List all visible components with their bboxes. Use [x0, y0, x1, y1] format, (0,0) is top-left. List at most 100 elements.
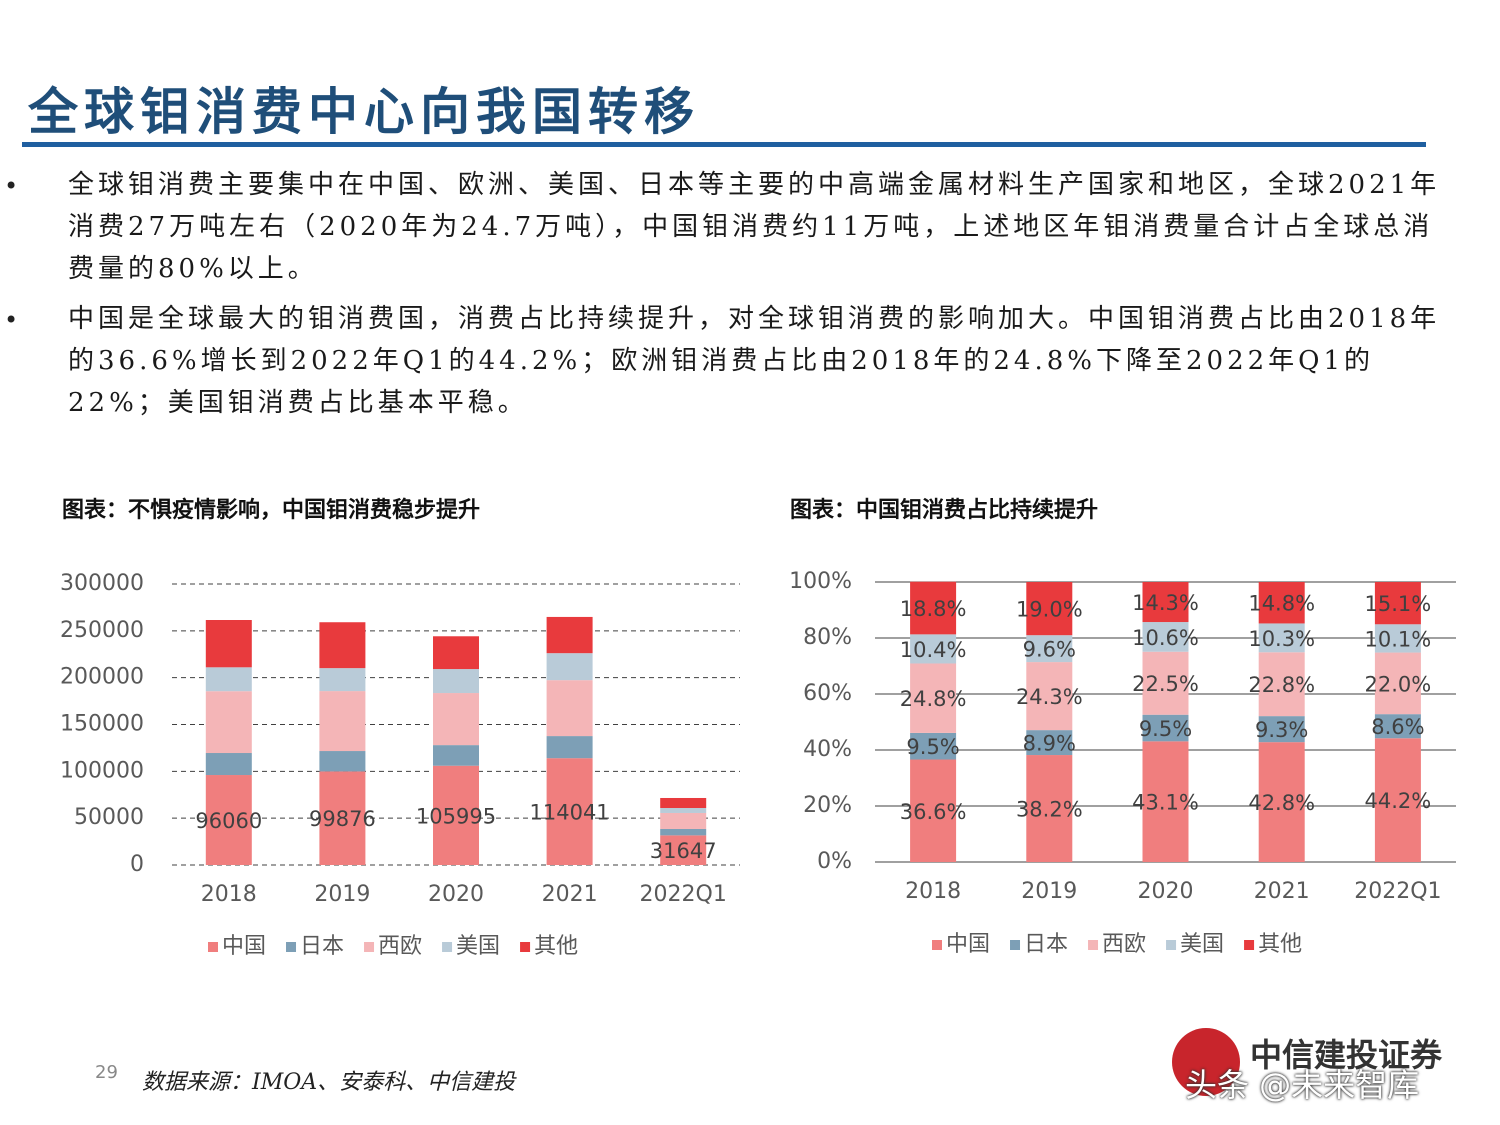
bar-segment	[1142, 622, 1189, 652]
legend-label: 美国	[1180, 932, 1224, 957]
bar-segment	[660, 808, 707, 813]
slide-title: 全球钼消费中心向我国转移	[28, 83, 700, 141]
x-tick-label: 2022Q1	[640, 882, 727, 907]
data-label: 8.9%	[1023, 732, 1076, 756]
legend-swatch	[520, 942, 531, 952]
legend-label: 其他	[534, 934, 578, 959]
bar-segment	[1026, 635, 1073, 663]
legend-swatch	[1244, 940, 1255, 950]
bar-segment	[1142, 582, 1189, 623]
y-tick-label: 80%	[803, 625, 852, 650]
bar-segment	[319, 771, 366, 865]
bar-segment	[319, 668, 366, 692]
y-tick-label: 50000	[74, 805, 144, 830]
bar-segment	[319, 622, 366, 669]
data-label: 105995	[416, 804, 496, 828]
bar-segment	[433, 745, 479, 766]
y-tick-label: 100000	[60, 758, 144, 783]
bar-segment	[910, 759, 957, 862]
y-tick-label: 300000	[60, 571, 144, 596]
bullet-text: 全球钼消费主要集中在中国、欧洲、美国、日本等主要的中高端金属材料生产国家和地区，…	[68, 170, 1441, 284]
data-label: 10.3%	[1248, 627, 1315, 651]
bar-segment	[1026, 755, 1073, 862]
bar-segment	[205, 620, 252, 668]
source: 数据来源：IMOA、安泰科、中信建投	[142, 1070, 516, 1095]
legend-label: 中国	[222, 934, 266, 959]
data-label: 19.0%	[1016, 598, 1083, 622]
data-label: 99876	[309, 807, 376, 831]
bar-segment	[660, 797, 707, 809]
data-label: 9.5%	[906, 735, 959, 759]
x-tick-label: 2018	[201, 882, 257, 907]
bar-segment	[1258, 652, 1305, 717]
y-tick-label: 200000	[60, 665, 144, 690]
bar-segment	[319, 751, 366, 772]
chart-title: 图表：中国钼消费占比持续提升	[790, 497, 1098, 523]
bar-segment	[205, 753, 252, 776]
bar-segment	[910, 634, 957, 664]
bar-segment	[1374, 582, 1421, 625]
bar-segment	[546, 736, 593, 759]
bar-segment	[1026, 730, 1073, 756]
legend-swatch	[1166, 940, 1177, 950]
bar-segment	[660, 835, 707, 865]
bar-segment	[319, 691, 366, 752]
data-label: 24.3%	[1016, 685, 1083, 709]
legend-label: 美国	[456, 934, 500, 959]
bar-segment	[1026, 662, 1073, 731]
bar-segment	[1374, 738, 1421, 862]
bar-segment	[1374, 714, 1421, 739]
y-tick-label: 250000	[60, 618, 144, 643]
data-label: 10.4%	[900, 638, 967, 662]
bar-segment	[1258, 623, 1305, 653]
bar-segment	[546, 680, 593, 737]
legend-label: 日本	[1024, 932, 1068, 957]
bar-segment	[205, 667, 252, 692]
x-tick-label: 2020	[428, 882, 484, 907]
bar-segment	[1258, 742, 1305, 862]
legend-label: 日本	[300, 934, 344, 959]
y-tick-label: 20%	[803, 793, 852, 818]
bar-segment	[546, 616, 593, 654]
bar-segment	[433, 765, 479, 865]
bar-segment	[1374, 624, 1421, 653]
data-label: 22.8%	[1248, 673, 1315, 697]
y-tick-label: 100%	[789, 569, 852, 594]
x-tick-label: 2022Q1	[1354, 879, 1441, 904]
bar-segment	[1258, 582, 1305, 624]
chart-title: 图表：不惧疫情影响，中国钼消费稳步提升	[62, 497, 480, 523]
bar-segment	[1142, 714, 1189, 742]
logo-mark	[1172, 1028, 1240, 1096]
bar-segment	[910, 732, 957, 760]
bar-segment	[1026, 582, 1073, 636]
data-label: 8.6%	[1371, 715, 1424, 739]
data-label: 9.5%	[1139, 717, 1192, 741]
data-label: 24.8%	[900, 687, 967, 711]
x-tick-label: 2019	[314, 882, 370, 907]
data-label: 38.2%	[1016, 798, 1083, 822]
bar-segment	[910, 663, 957, 733]
x-tick-label: 2021	[542, 882, 598, 907]
bullet-dot: •	[4, 172, 19, 200]
page-number: 29	[95, 1062, 118, 1083]
data-label: 114041	[530, 801, 610, 825]
bar-segment	[205, 775, 252, 865]
title-rule	[22, 142, 1426, 147]
bar-segment	[205, 691, 252, 754]
legend-swatch	[286, 942, 297, 952]
y-tick-label: 40%	[803, 737, 852, 762]
data-label: 31647	[650, 839, 717, 863]
data-label: 15.1%	[1365, 592, 1432, 616]
logo: 中信建投证券	[1250, 1036, 1443, 1074]
legend-label: 其他	[1258, 932, 1302, 957]
bullet-dot: •	[4, 306, 19, 334]
bar-segment	[546, 758, 593, 865]
data-label: 9.6%	[1023, 638, 1076, 662]
legend-swatch	[1088, 940, 1099, 950]
bar-segment	[433, 669, 479, 694]
data-label: 10.6%	[1132, 626, 1199, 650]
legend-swatch	[442, 942, 453, 952]
data-label: 96060	[195, 809, 262, 833]
bar-segment	[1374, 652, 1421, 715]
